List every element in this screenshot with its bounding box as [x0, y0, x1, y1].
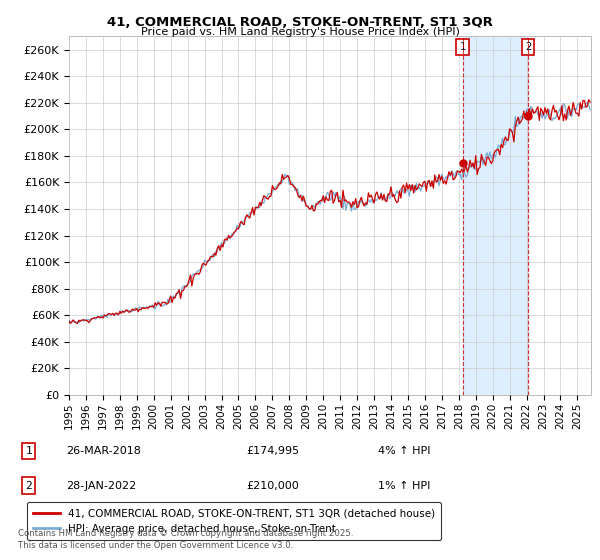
Text: 41, COMMERCIAL ROAD, STOKE-ON-TRENT, ST1 3QR: 41, COMMERCIAL ROAD, STOKE-ON-TRENT, ST1… [107, 16, 493, 29]
Text: Contains HM Land Registry data © Crown copyright and database right 2025.
This d: Contains HM Land Registry data © Crown c… [18, 529, 353, 550]
Text: 1: 1 [25, 446, 32, 456]
Text: 26-MAR-2018: 26-MAR-2018 [66, 446, 141, 456]
Text: 28-JAN-2022: 28-JAN-2022 [66, 480, 136, 491]
Text: £210,000: £210,000 [246, 480, 299, 491]
Text: 2: 2 [525, 42, 531, 52]
Text: 4% ↑ HPI: 4% ↑ HPI [378, 446, 431, 456]
Text: Price paid vs. HM Land Registry's House Price Index (HPI): Price paid vs. HM Land Registry's House … [140, 27, 460, 37]
Text: 1: 1 [460, 42, 466, 52]
Legend: 41, COMMERCIAL ROAD, STOKE-ON-TRENT, ST1 3QR (detached house), HPI: Average pric: 41, COMMERCIAL ROAD, STOKE-ON-TRENT, ST1… [27, 502, 441, 540]
Text: 2: 2 [25, 480, 32, 491]
Text: £174,995: £174,995 [246, 446, 299, 456]
Bar [463, 36, 528, 395]
Text: 1% ↑ HPI: 1% ↑ HPI [378, 480, 430, 491]
